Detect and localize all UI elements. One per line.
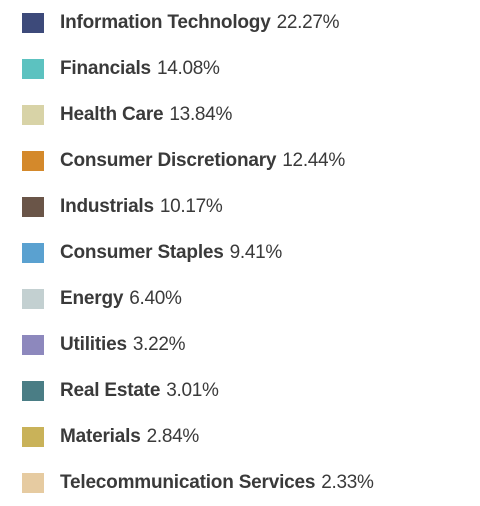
legend-item: Health Care 13.84% <box>22 92 480 138</box>
legend-label: Financials <box>60 58 151 79</box>
legend-item: Energy 6.40% <box>22 276 480 322</box>
legend-swatch <box>22 473 44 493</box>
legend-label: Consumer Discretionary <box>60 150 277 171</box>
legend-value: 3.22% <box>132 334 186 355</box>
legend-value: 2.33% <box>321 472 374 493</box>
legend-value: 2.84% <box>146 426 200 447</box>
legend-item: Telecommunication Services 2.33% <box>22 460 480 506</box>
legend-value: 12.44% <box>282 150 345 171</box>
legend-value: 10.17% <box>159 196 223 217</box>
legend-item: Information Technology 22.27% <box>22 0 480 46</box>
legend-swatch <box>22 243 44 263</box>
legend-item: Financials 14.08% <box>22 46 480 92</box>
legend-item: Consumer Discretionary 12.44% <box>22 138 480 184</box>
legend-value: 13.84% <box>169 104 233 125</box>
legend-label: Telecommunication Services <box>60 472 316 493</box>
legend-label: Utilities <box>60 334 127 355</box>
legend-label: Information Technology <box>60 12 271 33</box>
legend-label: Health Care <box>60 104 164 125</box>
legend-swatch <box>22 13 44 33</box>
legend-label: Consumer Staples <box>60 242 224 263</box>
chart-legend: Information Technology 22.27% Financials 14… <box>22 0 480 498</box>
legend-value: 6.40% <box>129 288 182 309</box>
legend-swatch <box>22 289 44 309</box>
legend-label: Materials <box>60 426 141 447</box>
legend-item: Utilities 3.22% <box>22 322 480 368</box>
legend-swatch <box>22 335 44 355</box>
legend-value: 14.08% <box>156 58 220 79</box>
legend-value: 3.01% <box>166 380 219 401</box>
legend-swatch <box>22 59 44 79</box>
legend-item: Materials 2.84% <box>22 414 480 460</box>
legend-swatch <box>22 427 44 447</box>
legend-item: Industrials 10.17% <box>22 184 480 230</box>
legend-value: 22.27% <box>276 12 340 33</box>
legend-swatch <box>22 381 44 401</box>
legend-swatch <box>22 151 44 171</box>
legend-item: Real Estate 3.01% <box>22 368 480 414</box>
legend-swatch <box>22 105 44 125</box>
legend-label: Energy <box>60 288 124 309</box>
legend-label: Industrials <box>60 196 154 217</box>
legend-item: Consumer Staples 9.41% <box>22 230 480 276</box>
legend-label: Real Estate <box>60 380 161 401</box>
legend-swatch <box>22 197 44 217</box>
legend-value: 9.41% <box>229 242 283 263</box>
